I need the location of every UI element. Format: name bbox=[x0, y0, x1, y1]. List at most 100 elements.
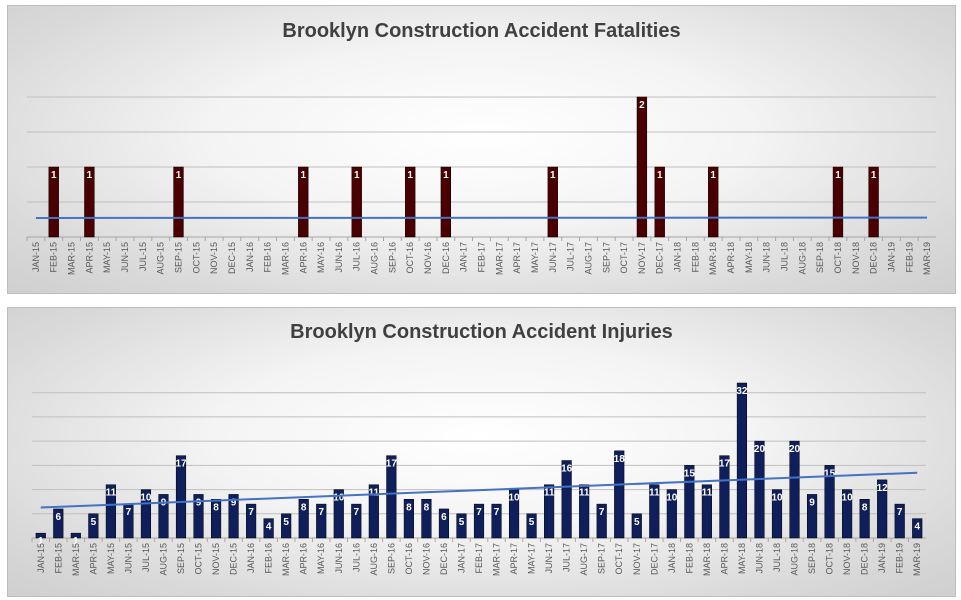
fatalities-bar bbox=[832, 166, 844, 238]
injuries-bar bbox=[491, 503, 502, 539]
injuries-tick-label: DEC-17 bbox=[649, 543, 659, 575]
injuries-tick-label: OCT-17 bbox=[614, 543, 624, 575]
injuries-data-label: 9 bbox=[196, 497, 202, 508]
injuries-tick-label: JUN-15 bbox=[123, 543, 133, 574]
fatalities-data-label: 1 bbox=[51, 170, 57, 181]
injuries-tick-label: NOV-17 bbox=[632, 543, 642, 575]
injuries-data-label: 5 bbox=[634, 517, 640, 528]
fatalities-tick-label: JAN-16 bbox=[245, 242, 255, 272]
fatalities-tick-label: MAR-18 bbox=[708, 242, 718, 275]
injuries-data-label: 17 bbox=[719, 459, 731, 470]
injuries-bar bbox=[403, 499, 414, 539]
fatalities-data-label: 2 bbox=[639, 100, 645, 111]
fatalities-tick-label: SEP-18 bbox=[815, 242, 825, 273]
injuries-bar bbox=[912, 518, 923, 539]
injuries-data-label: 9 bbox=[809, 497, 815, 508]
fatalities-data-label: 1 bbox=[550, 170, 556, 181]
injuries-bar bbox=[544, 484, 555, 539]
fatalities-tick-label: MAR-16 bbox=[280, 242, 290, 275]
injuries-tick-label: FEB-16 bbox=[264, 543, 274, 574]
fatalities-tick-label: NOV-18 bbox=[851, 242, 861, 274]
fatalities-tick-label: JUL-15 bbox=[138, 242, 148, 271]
injuries-data-label: 6 bbox=[56, 512, 62, 523]
injuries-tick-label: AUG-16 bbox=[369, 543, 379, 576]
injuries-data-label: 7 bbox=[476, 507, 482, 518]
injuries-bar bbox=[210, 499, 222, 539]
injuries-data-label: 7 bbox=[897, 507, 903, 518]
injuries-data-label: 8 bbox=[406, 502, 412, 513]
injuries-data-label: 11 bbox=[106, 488, 117, 499]
fatalities-tick-label: JUL-16 bbox=[352, 242, 362, 271]
injuries-bar bbox=[281, 513, 292, 539]
injuries-data-label: 7 bbox=[126, 507, 132, 518]
injuries-bar bbox=[824, 465, 835, 539]
injuries-tick-label: FEB-15 bbox=[53, 543, 63, 574]
fatalities-tick-label: FEB-17 bbox=[477, 242, 487, 273]
injuries-bar bbox=[456, 513, 467, 539]
injuries-data-label: 16 bbox=[561, 464, 573, 475]
injuries-data-label: 10 bbox=[771, 493, 783, 504]
fatalities-bar bbox=[173, 166, 184, 238]
injuries-data-label: 8 bbox=[213, 502, 219, 513]
fatalities-tick-label: NOV-17 bbox=[637, 242, 647, 274]
injuries-tick-label: MAR-18 bbox=[702, 543, 712, 576]
injuries-tick-label: APR-16 bbox=[299, 543, 309, 575]
injuries-data-label: 7 bbox=[318, 507, 324, 518]
injuries-bar bbox=[771, 489, 783, 539]
fatalities-data-label: 1 bbox=[657, 170, 663, 181]
injuries-tick-label: JUN-17 bbox=[544, 543, 554, 574]
injuries-bar bbox=[806, 494, 818, 539]
injuries-tick-label: APR-18 bbox=[719, 543, 729, 575]
fatalities-tick-label: MAR-15 bbox=[67, 242, 77, 275]
injuries-tick-label: JAN-15 bbox=[36, 543, 46, 573]
injuries-bar bbox=[263, 518, 274, 539]
fatalities-tick-label: AUG-16 bbox=[370, 242, 380, 275]
injuries-data-label: 10 bbox=[842, 493, 854, 504]
injuries-tick-label: MAY-16 bbox=[316, 543, 326, 574]
fatalities-tick-label: AUG-15 bbox=[156, 242, 166, 275]
injuries-tick-label: SEP-18 bbox=[807, 543, 817, 574]
injuries-tick-label: NOV-16 bbox=[421, 543, 431, 575]
fatalities-bar bbox=[351, 166, 362, 238]
injuries-bar bbox=[53, 508, 64, 539]
injuries-data-label: 20 bbox=[789, 444, 801, 455]
injuries-bar bbox=[438, 508, 450, 539]
injuries-bar bbox=[561, 460, 572, 539]
injuries-tick-label: AUG-15 bbox=[158, 543, 168, 576]
fatalities-tick-label: SEP-17 bbox=[601, 242, 611, 273]
fatalities-tick-label: OCT-16 bbox=[405, 242, 415, 274]
injuries-tick-label: JUL-15 bbox=[141, 543, 151, 572]
injuries-bar bbox=[526, 513, 537, 539]
injuries-data-label: 5 bbox=[529, 517, 535, 528]
injuries-bar bbox=[386, 455, 397, 539]
fatalities-tick-label: NOV-16 bbox=[423, 242, 433, 274]
fatalities-tick-label: APR-18 bbox=[726, 242, 736, 274]
fatalities-tick-label: OCT-15 bbox=[191, 242, 201, 274]
fatalities-bar bbox=[654, 166, 665, 238]
injuries-tick-label: SEP-17 bbox=[597, 543, 607, 574]
fatalities-tick-label: JUN-16 bbox=[334, 242, 344, 273]
fatalities-bar bbox=[708, 166, 719, 238]
injuries-tick-label: JUL-16 bbox=[351, 543, 361, 572]
injuries-tick-label: JUN-16 bbox=[334, 543, 344, 574]
injuries-chart-title: Brooklyn Construction Accident Injuries bbox=[290, 321, 673, 343]
fatalities-bar bbox=[547, 166, 558, 238]
fatalities-chart-title: Brooklyn Construction Accident Fatalitie… bbox=[282, 20, 681, 42]
fatalities-tick-label: MAY-17 bbox=[530, 242, 540, 273]
injuries-tick-label: MAY-18 bbox=[737, 543, 747, 574]
injuries-bar bbox=[351, 503, 362, 539]
injuries-tick-label: MAY-17 bbox=[527, 543, 537, 574]
fatalities-data-label: 1 bbox=[300, 170, 306, 181]
fatalities-data-label: 1 bbox=[176, 170, 182, 181]
fatalities-tick-label: JUN-17 bbox=[548, 242, 558, 273]
injuries-bar bbox=[421, 499, 432, 539]
injuries-tick-label: MAR-19 bbox=[912, 543, 922, 576]
injuries-bar bbox=[649, 484, 660, 539]
injuries-data-label: 11 bbox=[702, 488, 713, 499]
fatalities-data-label: 1 bbox=[354, 170, 360, 181]
injuries-bar bbox=[298, 499, 309, 539]
fatalities-tick-label: SEP-16 bbox=[387, 242, 397, 273]
fatalities-tick-label: DEC-18 bbox=[869, 242, 879, 274]
fatalities-tick-label: DEC-16 bbox=[441, 242, 451, 274]
injuries-data-label: 7 bbox=[494, 507, 500, 518]
